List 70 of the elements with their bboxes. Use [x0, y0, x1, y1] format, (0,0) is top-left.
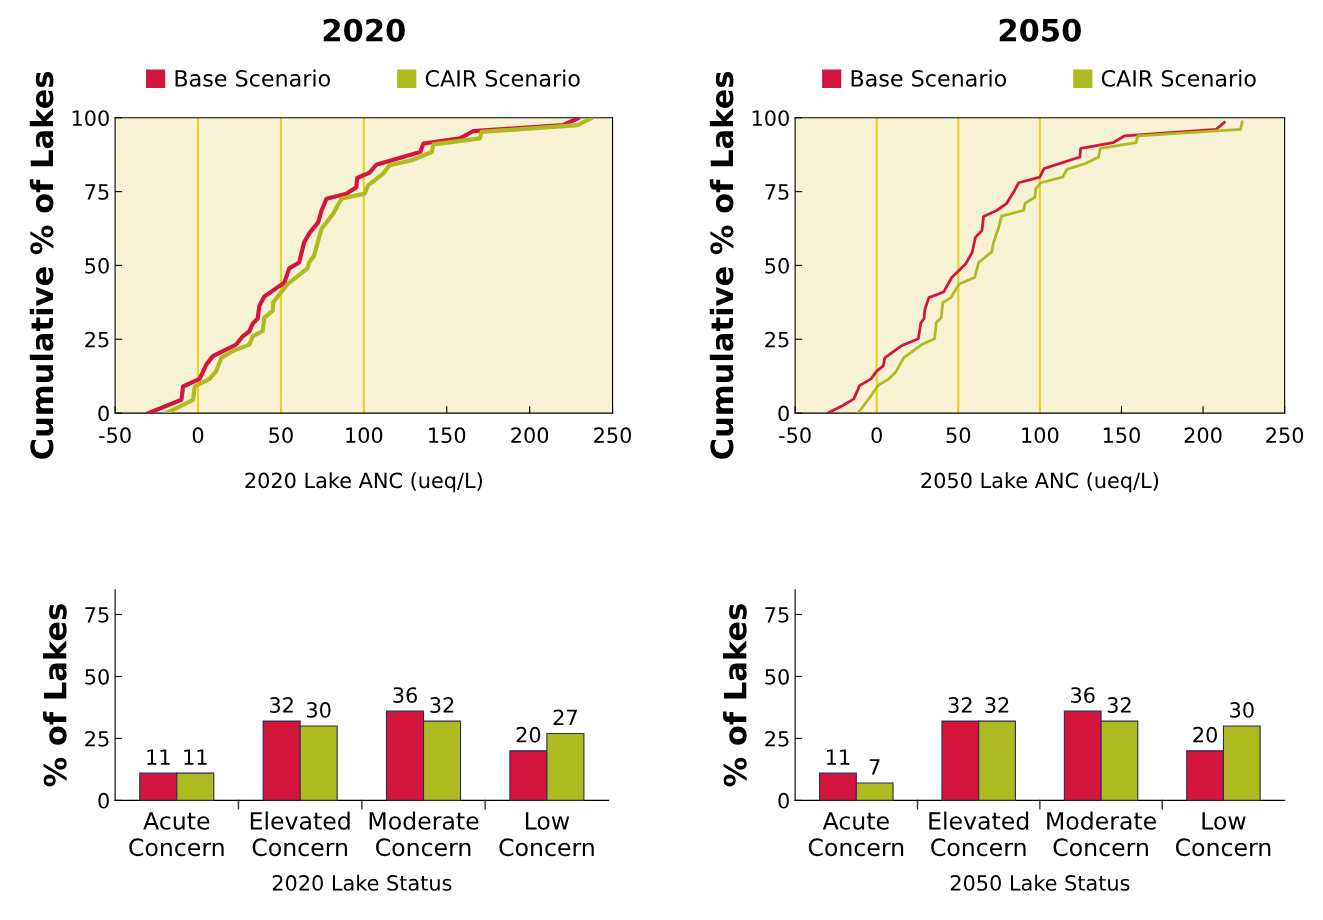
x-tick-label: 150 — [1103, 427, 1140, 444]
legend-label: Base Scenario — [851, 69, 1007, 87]
x-tick-label: Elevated Concern — [929, 811, 1029, 857]
x-tick-label: 0 — [871, 427, 882, 444]
x-axis-title: 2020 Lake ANC (ueq/L) — [245, 472, 482, 493]
data-label: 32 — [430, 697, 454, 713]
y-tick-label: 75 — [765, 607, 789, 623]
y-axis-title: Cumulative % of Lakes — [709, 71, 734, 459]
data-label: 11 — [826, 749, 850, 765]
y-tick-label: 50 — [85, 668, 109, 685]
x-tick-label: Low Concern — [499, 812, 594, 857]
x-tick-label: 100 — [346, 427, 383, 444]
x-tick-label: Moderate Concern — [369, 811, 479, 857]
x-tick-label: 100 — [1022, 427, 1059, 444]
x-axis-title: 2050 Lake Status — [950, 874, 1130, 891]
data-label: 11 — [184, 749, 207, 765]
y-tick-label: 0 — [98, 405, 109, 422]
y-tick-label: 75 — [85, 184, 109, 200]
y-tick-label: 100 — [72, 110, 109, 126]
data-label: 7 — [869, 759, 880, 775]
x-tick-label: 50 — [269, 427, 293, 444]
x-tick-label: Low Concern — [1175, 812, 1271, 857]
x-tick-label: 0 — [192, 427, 204, 444]
chart-title: 2020 — [323, 18, 405, 42]
y-tick-label: 50 — [765, 257, 789, 274]
x-tick-label: Elevated Concern — [250, 811, 350, 857]
y-tick-label: 50 — [765, 668, 789, 685]
legend-label: CAIR Scenario — [1101, 69, 1256, 87]
chart-title: 2050 — [999, 18, 1081, 42]
data-label: 30 — [1230, 702, 1254, 718]
data-label: 11 — [147, 749, 170, 765]
y-tick-label: 25 — [765, 730, 789, 747]
y-tick-label: 25 — [765, 331, 789, 348]
y-axis-title: % of Lakes — [723, 604, 747, 787]
data-label: 20 — [1193, 726, 1217, 743]
y-axis-title: Cumulative % of Lakes — [29, 71, 54, 459]
x-tick-label: 200 — [511, 427, 549, 444]
legend-label: CAIR Scenario — [425, 69, 580, 87]
x-tick-label: Moderate Concern — [1047, 811, 1156, 857]
x-tick-label: 50 — [946, 427, 971, 444]
x-tick-label: Acute Concern — [129, 812, 224, 857]
y-tick-label: 25 — [85, 331, 109, 348]
data-label: 30 — [306, 702, 331, 718]
data-label: 32 — [269, 697, 293, 713]
x-tick-label: 250 — [1266, 427, 1304, 444]
y-tick-label: 75 — [85, 607, 109, 623]
x-tick-label: 250 — [594, 427, 632, 444]
x-tick-label: 200 — [1184, 427, 1222, 444]
y-axis-title: % of Lakes — [43, 604, 67, 787]
y-tick-label: 0 — [98, 792, 109, 809]
x-axis-title: 2020 Lake Status — [272, 874, 452, 891]
data-label: 36 — [393, 687, 417, 703]
y-tick-label: 100 — [752, 110, 789, 126]
data-label: 32 — [985, 697, 1009, 713]
x-tick-label: Acute Concern — [808, 812, 904, 857]
x-axis-title: 2050 Lake ANC (ueq/L) — [921, 472, 1159, 493]
data-label: 36 — [1071, 687, 1095, 703]
x-tick-label: -50 — [99, 427, 131, 444]
x-tick-label: -50 — [779, 427, 811, 444]
y-tick-label: 50 — [85, 257, 109, 274]
data-label: 32 — [948, 697, 972, 713]
y-tick-label: 25 — [85, 730, 109, 747]
x-tick-label: 150 — [429, 427, 466, 444]
data-label: 32 — [1107, 697, 1131, 713]
legend-label: Base Scenario — [175, 69, 330, 87]
y-tick-label: 0 — [778, 405, 789, 422]
y-tick-label: 0 — [778, 792, 789, 809]
y-tick-label: 75 — [765, 184, 789, 200]
data-label: 20 — [516, 726, 541, 743]
data-label: 27 — [553, 709, 577, 725]
